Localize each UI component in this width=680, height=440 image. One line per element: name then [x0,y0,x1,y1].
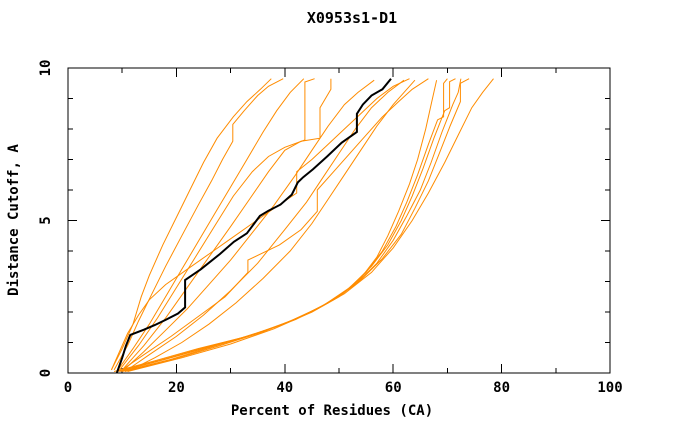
x-tick-label: 60 [385,380,402,396]
series-line-highlighted-model [115,78,392,374]
series-line-model-06 [121,79,375,372]
x-tick-label: 100 [597,380,622,396]
series-line-model-12 [122,78,462,372]
series-line-model-13 [124,78,470,372]
series-line-model-14 [127,78,494,372]
series-line-model-04 [119,78,315,371]
x-axis-label: Percent of Residues (CA) [231,403,433,419]
x-tick-label: 0 [64,380,72,396]
series-line-model-16 [110,78,410,371]
y-tick-label: 0 [38,369,54,377]
series-line-model-01 [110,78,272,371]
series-line-model-11 [119,78,456,372]
series-line-model-02 [113,78,284,371]
series-line-model-03 [116,78,305,372]
plot-area: 0 20 40 60 80 100 0 5 10 [38,60,623,396]
series-line-model-15 [119,78,429,372]
chart-title: X0953s1-D1 [307,9,397,27]
y-axis-label: Distance Cutoff, A [6,144,22,296]
x-tick-label: 20 [168,380,185,396]
series-line-model-07 [124,79,405,372]
x-tick-label: 40 [276,380,293,396]
y-tick-label: 5 [38,216,54,224]
series-line-model-05 [121,78,332,371]
y-tick-label: 10 [38,60,54,77]
x-tick-label: 80 [493,380,510,396]
series-line-model-10 [116,78,448,372]
